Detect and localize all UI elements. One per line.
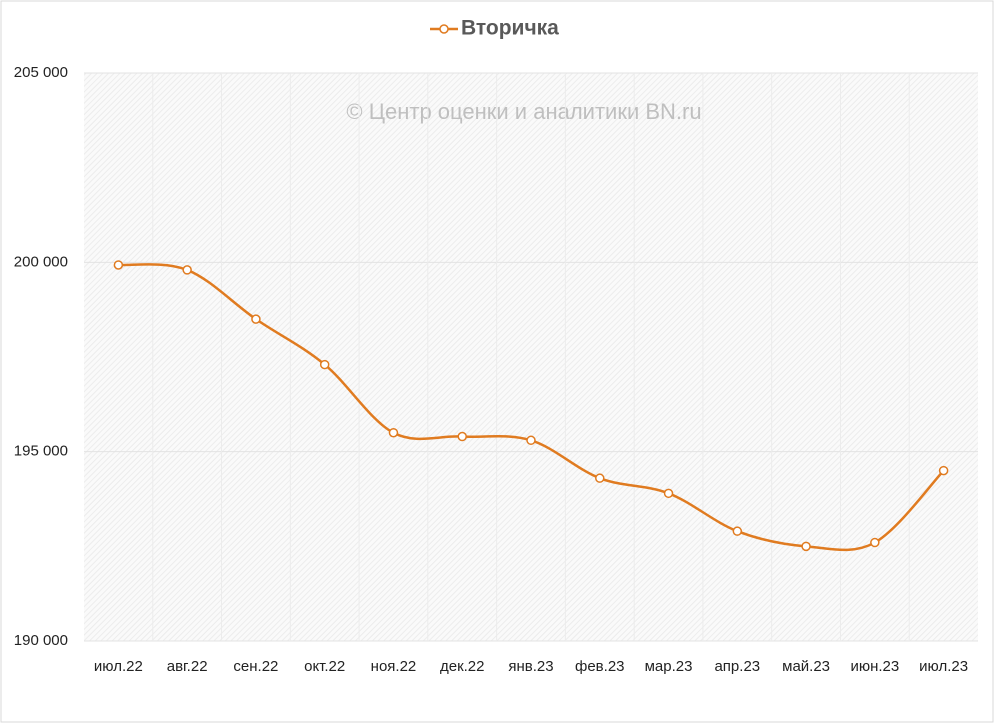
x-tick-label: апр.23 (714, 658, 760, 675)
x-tick-label: окт.22 (304, 658, 345, 675)
x-tick-label: июн.23 (850, 658, 899, 675)
legend-marker (439, 24, 449, 34)
x-tick-label: сен.22 (233, 658, 278, 675)
marker (595, 473, 605, 483)
marker (938, 465, 949, 476)
marker (319, 359, 330, 370)
x-tick-label: май.23 (782, 658, 830, 675)
marker (388, 427, 399, 438)
legend-label: Вторичка (461, 17, 559, 40)
y-tick-label: 200 000 (14, 253, 68, 270)
x-tick-label: мар.23 (645, 658, 693, 675)
x-tick-label: июл.22 (94, 658, 143, 675)
marker (457, 431, 467, 442)
y-tick-label: 205 000 (14, 64, 68, 81)
marker (870, 537, 880, 548)
marker (732, 526, 743, 536)
marker (526, 435, 536, 446)
x-tick-label: ноя.22 (371, 658, 417, 675)
marker (182, 265, 192, 275)
x-tick-label: фев.23 (575, 658, 625, 675)
x-tick-label: авг.22 (167, 658, 208, 675)
marker (801, 541, 811, 552)
x-tick-label: июл.23 (919, 658, 968, 675)
x-tick-label: янв.23 (508, 658, 553, 675)
x-tick-label: дек.22 (440, 658, 485, 675)
marker (251, 314, 261, 324)
marker (113, 260, 124, 270)
marker (663, 488, 674, 499)
y-tick-label: 195 000 (14, 443, 68, 460)
watermark: © Центр оценки и аналитики BN.ru (346, 99, 701, 124)
plot-area (84, 73, 978, 641)
y-tick-label: 190 000 (14, 632, 68, 649)
